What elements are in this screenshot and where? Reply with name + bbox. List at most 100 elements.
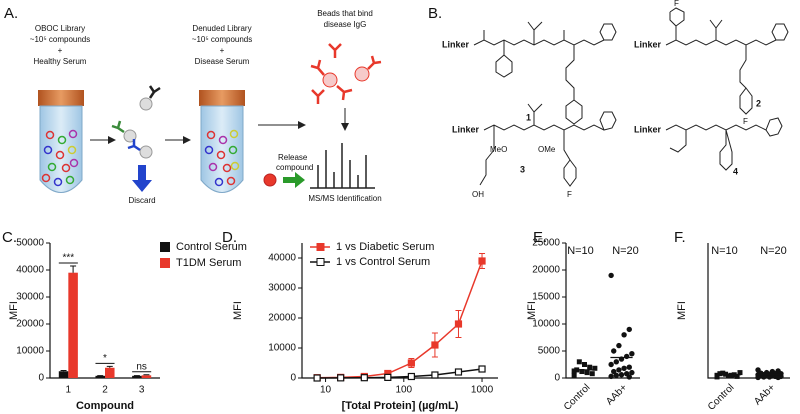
point: [592, 365, 598, 371]
group-count: N=20: [760, 245, 787, 257]
point: [626, 364, 632, 370]
step-text: OBOC Library: [35, 24, 85, 33]
error-bar: [143, 374, 150, 376]
significance: ***: [62, 253, 74, 264]
bar: [141, 375, 152, 378]
linker-label: Linker: [442, 39, 470, 49]
x-axis-label: Compound: [76, 400, 134, 412]
step-text: +: [220, 46, 225, 55]
substituent: MeO: [490, 145, 507, 154]
point: [608, 272, 614, 279]
substituent: OMe: [538, 145, 556, 154]
point: [616, 342, 622, 349]
point: [717, 371, 723, 377]
substituent: F: [567, 190, 572, 199]
bar: [58, 371, 69, 378]
y-tick-label: 40000: [268, 253, 296, 264]
marker: [360, 374, 368, 382]
panel-label: E.: [533, 229, 547, 246]
point: [616, 367, 622, 373]
error-bar: [70, 265, 77, 273]
x-tick-label: Control: [706, 382, 737, 413]
point: [613, 372, 620, 378]
x-tick-label: 2: [102, 385, 108, 396]
y-tick-label: 0: [290, 373, 296, 384]
y-tick-label: 10000: [16, 346, 44, 357]
x-tick-label: 10: [320, 385, 332, 396]
bar: [95, 375, 105, 378]
point: [571, 368, 577, 374]
discard-arrow: [132, 165, 152, 192]
point: [571, 372, 577, 378]
point: [589, 371, 595, 377]
group-count: N=10: [711, 245, 738, 257]
compound-number: 2: [756, 98, 761, 108]
step-text: +: [58, 46, 63, 55]
series-line: [317, 260, 483, 379]
point: [611, 348, 617, 354]
legend-swatch: [160, 242, 170, 252]
discard-label: Discard: [128, 196, 155, 205]
axes: [565, 243, 640, 379]
x-tick-label: 3: [139, 385, 145, 396]
panel-b: B. Linker 1 MeO OMe Linker 2 F F Linker …: [428, 0, 789, 199]
bar: [132, 375, 142, 378]
series-line: [317, 368, 483, 379]
y-tick-label: 10000: [532, 319, 560, 330]
point: [766, 374, 773, 380]
step-text: Beads that bind: [317, 9, 373, 18]
y-tick-label: 20000: [268, 313, 296, 324]
point: [611, 368, 617, 375]
x-tick-label: 1000: [471, 385, 494, 396]
y-tick-label: 10000: [268, 343, 296, 354]
point: [613, 359, 620, 365]
y-tick-label: 20000: [16, 319, 44, 330]
point: [755, 374, 761, 381]
substituent: OH: [472, 190, 484, 199]
linker-label: Linker: [452, 124, 480, 134]
marker: [313, 374, 321, 382]
marker: [454, 368, 463, 376]
point: [608, 373, 614, 380]
marker: [384, 373, 392, 381]
point: [587, 364, 593, 370]
y-axis-label: MFI: [676, 301, 688, 320]
spectrum: [310, 143, 375, 189]
y-tick-label: 0: [38, 373, 44, 384]
y-tick-label: 30000: [268, 283, 296, 294]
point: [737, 370, 743, 376]
point: [608, 361, 614, 368]
release-label: compound: [276, 163, 313, 172]
significance: ns: [136, 361, 147, 372]
point: [726, 373, 731, 379]
bar: [105, 367, 115, 378]
structures: [473, 7, 789, 187]
point: [582, 362, 587, 367]
y-axis-label: MFI: [526, 301, 538, 320]
tube-cap: [38, 90, 84, 106]
x-tick-label: AAb+: [604, 382, 629, 407]
marker: [454, 320, 463, 328]
legend-label: T1DM Serum: [176, 257, 241, 269]
bar: [68, 272, 78, 378]
legend-swatch: [160, 258, 170, 268]
y-axis-label: MFI: [8, 301, 20, 320]
linker-label: Linker: [634, 39, 662, 49]
x-tick-label: Control: [562, 382, 593, 413]
error-bar: [106, 365, 113, 368]
panel-a: A. OBOC Library ~10⁵ compounds + Healthy…: [4, 5, 382, 205]
marker: [407, 372, 415, 381]
panel-label: B.: [428, 5, 442, 22]
point: [621, 332, 627, 338]
y-tick-label: 40000: [16, 265, 44, 276]
beads: [204, 129, 240, 187]
point: [626, 374, 632, 380]
axes: [49, 243, 160, 379]
substituent: F: [674, 0, 679, 8]
legend-label: 1 vs Control Serum: [336, 256, 430, 268]
y-tick-label: 0: [554, 373, 560, 384]
beads: [41, 129, 79, 187]
point: [623, 353, 630, 360]
tube: [38, 90, 84, 193]
compound-number: 1: [526, 112, 531, 122]
